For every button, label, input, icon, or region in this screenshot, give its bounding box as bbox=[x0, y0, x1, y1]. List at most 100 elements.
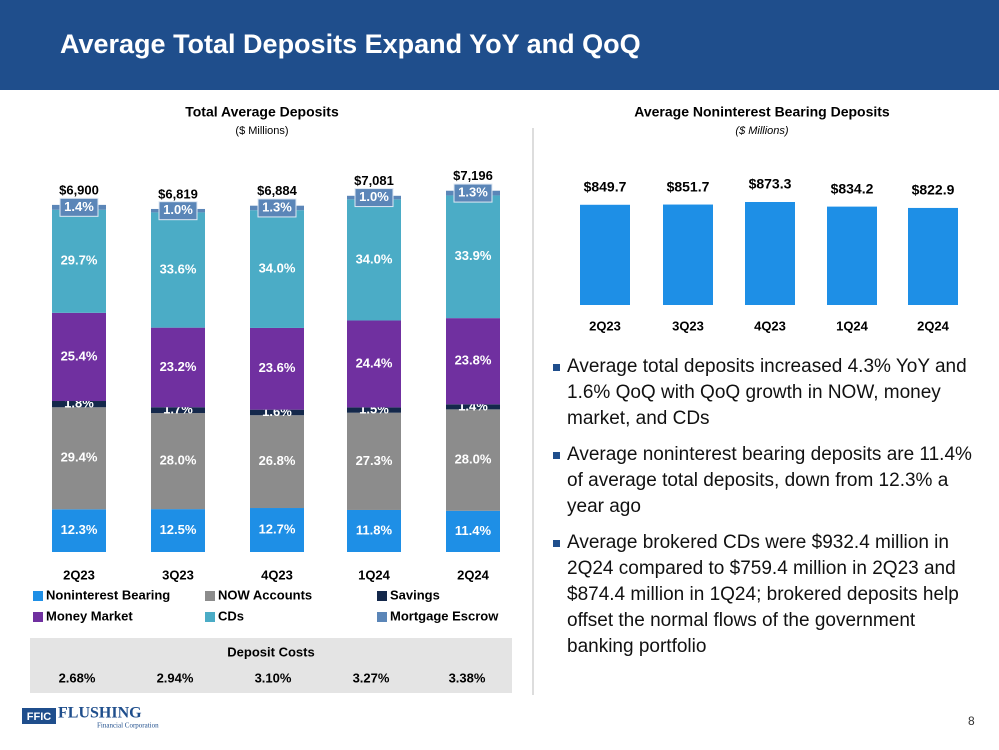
value-label: $834.2 bbox=[831, 180, 874, 196]
label-box bbox=[354, 188, 394, 208]
bar bbox=[580, 204, 630, 305]
deposit-cost: 2.94% bbox=[157, 670, 194, 685]
bar-segment bbox=[151, 509, 205, 552]
value-label: $873.3 bbox=[749, 176, 792, 192]
legend-swatch bbox=[205, 591, 215, 601]
segment-label: 27.3% bbox=[356, 453, 393, 468]
legend-swatch bbox=[33, 612, 43, 622]
total-label: $7,081 bbox=[354, 173, 394, 188]
deposit-cost: 3.38% bbox=[449, 670, 486, 685]
legend-label: CDs bbox=[218, 608, 244, 623]
total-label: $6,884 bbox=[257, 183, 298, 198]
bar-segment bbox=[151, 327, 205, 408]
segment-label: 1.0% bbox=[163, 202, 193, 217]
bar-segment bbox=[250, 508, 304, 552]
chart-title: Total Average Deposits bbox=[185, 104, 339, 120]
bar-segment bbox=[250, 409, 304, 416]
x-tick-label: 1Q24 bbox=[836, 318, 869, 333]
segment-label: 29.4% bbox=[61, 450, 98, 465]
total-label: $6,819 bbox=[158, 186, 198, 201]
legend-swatch bbox=[377, 591, 387, 601]
logo-mark: FFIC bbox=[27, 711, 51, 723]
segment-label: 34.0% bbox=[259, 261, 296, 276]
legend-label: NOW Accounts bbox=[218, 587, 312, 602]
segment-label: 33.6% bbox=[160, 261, 197, 276]
label-box bbox=[158, 201, 198, 221]
page-number: 8 bbox=[968, 714, 975, 728]
bar-segment bbox=[347, 412, 401, 510]
deposit-cost: 3.27% bbox=[353, 670, 390, 685]
segment-label: 23.8% bbox=[455, 353, 492, 368]
segment-label: 1.3% bbox=[262, 199, 292, 214]
bullet: Average total deposits increased 4.3% Yo… bbox=[553, 354, 983, 432]
bar-segment bbox=[446, 318, 500, 405]
segment-label: 11.4% bbox=[455, 523, 492, 538]
bar-segment bbox=[347, 509, 401, 552]
chart-title: Average Noninterest Bearing Deposits bbox=[634, 104, 890, 120]
x-tick-label: 3Q23 bbox=[672, 318, 704, 333]
x-tick-label: 2Q24 bbox=[457, 567, 490, 582]
bar-segment bbox=[52, 407, 106, 510]
bar-segment bbox=[347, 199, 401, 321]
logo-box bbox=[22, 708, 56, 724]
legend-label: Mortgage Escrow bbox=[390, 608, 499, 623]
deposit-cost: 3.10% bbox=[255, 670, 292, 685]
x-tick-label: 2Q23 bbox=[589, 318, 621, 333]
bar bbox=[745, 202, 795, 305]
deposit-costs-title: Deposit Costs bbox=[227, 644, 314, 659]
logo-name: FLUSHING bbox=[58, 705, 142, 722]
total-label: $6,900 bbox=[59, 182, 99, 197]
deposit-cost: 2.68% bbox=[59, 670, 96, 685]
legend-label: Money Market bbox=[46, 608, 133, 623]
segment-label: 12.7% bbox=[259, 521, 296, 536]
segment-label: 28.0% bbox=[455, 451, 492, 466]
bullet: Average brokered CDs were $932.4 million… bbox=[553, 530, 983, 660]
logo-sub: Financial Corporation bbox=[97, 722, 159, 730]
chart-subtitle: ($ Millions) bbox=[235, 125, 288, 137]
x-tick-label: 1Q24 bbox=[358, 567, 391, 582]
bar-segment bbox=[250, 415, 304, 509]
segment-label: 23.2% bbox=[160, 359, 197, 374]
x-tick-label: 4Q23 bbox=[754, 318, 786, 333]
bar-segment bbox=[446, 195, 500, 319]
x-tick-label: 2Q23 bbox=[63, 567, 95, 582]
bar-segment bbox=[446, 510, 500, 552]
bar-segment bbox=[446, 409, 500, 511]
bar bbox=[663, 204, 713, 305]
label-box bbox=[453, 183, 493, 203]
bar-segment bbox=[151, 407, 205, 414]
bar bbox=[908, 207, 958, 305]
segment-label: 34.0% bbox=[356, 251, 393, 266]
segment-label: 28.0% bbox=[160, 453, 197, 468]
label-box bbox=[59, 197, 99, 217]
bullet-list: Average total deposits increased 4.3% Yo… bbox=[553, 354, 983, 670]
bar-segment bbox=[347, 320, 401, 408]
total-label: $7,196 bbox=[453, 168, 493, 183]
value-label: $851.7 bbox=[667, 178, 710, 194]
segment-label: 1.4% bbox=[64, 199, 94, 214]
bar-segment bbox=[151, 212, 205, 328]
bar-segment bbox=[347, 407, 401, 413]
bullet: Average noninterest bearing deposits are… bbox=[553, 442, 983, 520]
segment-label: 24.4% bbox=[356, 355, 393, 370]
segment-label: 25.4% bbox=[61, 348, 98, 363]
bar-segment bbox=[52, 509, 106, 552]
legend-label: Savings bbox=[390, 587, 440, 602]
segment-label: 12.3% bbox=[61, 522, 98, 537]
bar-segment bbox=[52, 401, 106, 408]
slide-title: Average Total Deposits Expand YoY and Qo… bbox=[60, 29, 641, 59]
segment-label: 23.6% bbox=[259, 360, 296, 375]
legend-swatch bbox=[33, 591, 43, 601]
value-label: $849.7 bbox=[584, 178, 627, 194]
segment-label: 1.3% bbox=[458, 185, 488, 200]
label-box bbox=[257, 198, 297, 218]
legend-swatch bbox=[205, 612, 215, 622]
chart-subtitle: ($ Millions) bbox=[735, 125, 789, 137]
x-tick-label: 2Q24 bbox=[917, 318, 950, 333]
legend-label: Noninterest Bearing bbox=[46, 587, 170, 602]
segment-label: 1.0% bbox=[359, 189, 389, 204]
x-tick-label: 3Q23 bbox=[162, 567, 194, 582]
bar-segment bbox=[446, 404, 500, 410]
